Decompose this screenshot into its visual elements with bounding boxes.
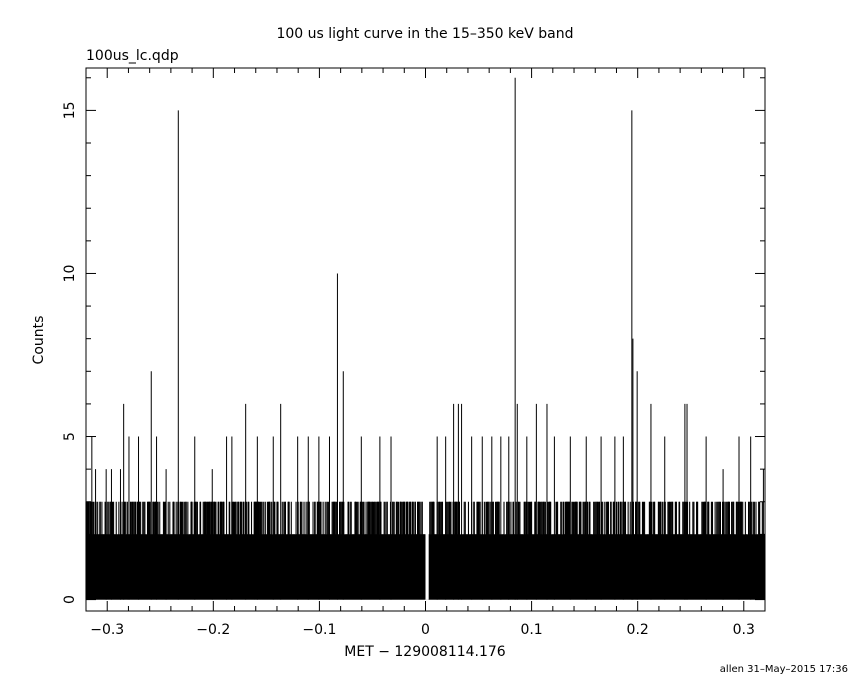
y-tick-label: 5: [62, 432, 78, 441]
x-tick-label: 0.1: [520, 622, 542, 638]
plot-frame: [85, 67, 766, 612]
histogram-series: [85, 77, 766, 600]
data-gap: [425, 501, 429, 600]
x-tick-label: 0: [421, 622, 430, 638]
x-tick-label: −0.2: [196, 622, 230, 638]
x-tick-label: 0.3: [733, 622, 755, 638]
axis-tick-labels: −0.3 −0.2 −0.1 0 0.1 0.2 0.3 0 5 10 15: [62, 101, 755, 638]
x-tick-label: −0.3: [90, 622, 124, 638]
y-tick-label: 15: [62, 101, 78, 119]
y-tick-label: 10: [62, 265, 78, 283]
y-tick-label: 0: [62, 595, 78, 604]
chart-title: 100 us light curve in the 15–350 keV ban…: [276, 26, 573, 42]
file-label: 100us_lc.qdp: [86, 48, 179, 64]
x-tick-label: 0.2: [627, 622, 649, 638]
x-tick-label: −0.1: [302, 622, 336, 638]
x-axis-label: MET − 129008114.176: [344, 644, 506, 660]
y-axis-label: Counts: [31, 316, 47, 365]
footer-stamp: allen 31–May–2015 17:36: [720, 664, 848, 675]
